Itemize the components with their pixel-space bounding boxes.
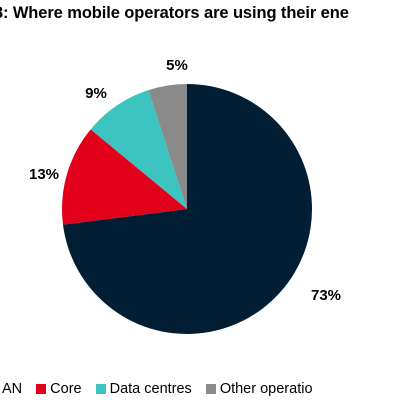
pie-labels: 73% 13% 9% 5% [29,57,341,304]
slice-label-core: 13% [29,166,59,183]
pie-slice-other-operatio [148,84,187,209]
pie-slice-core [62,129,188,225]
chart-legend: AN Core Data centres Other operatio [0,381,327,397]
pie-slice-data-centres [90,90,187,209]
legend-swatch-core [36,384,47,394]
chart-title: re 8: Where mobile operators are using t… [0,4,349,22]
legend-swatch-data-centres [95,384,106,394]
slice-label-data-centres: 9% [85,85,107,102]
legend-label-other: Other operatio [219,381,313,397]
legend-item-data-centres: Data centres [95,381,192,397]
slice-label-an: 73% [311,287,341,304]
legend-label-data-centres: Data centres [109,381,192,397]
slice-label-other-operatio: 5% [166,57,188,74]
legend-item-other: Other operatio [205,381,313,397]
legend-item-an: AN [0,381,22,397]
legend-item-core: Core [36,381,82,397]
pie-slices [62,84,313,334]
legend-label-core: Core [50,381,82,397]
legend-label-an: AN [2,381,23,397]
legend-swatch-other [205,384,216,394]
pie-slice-an [62,84,313,334]
